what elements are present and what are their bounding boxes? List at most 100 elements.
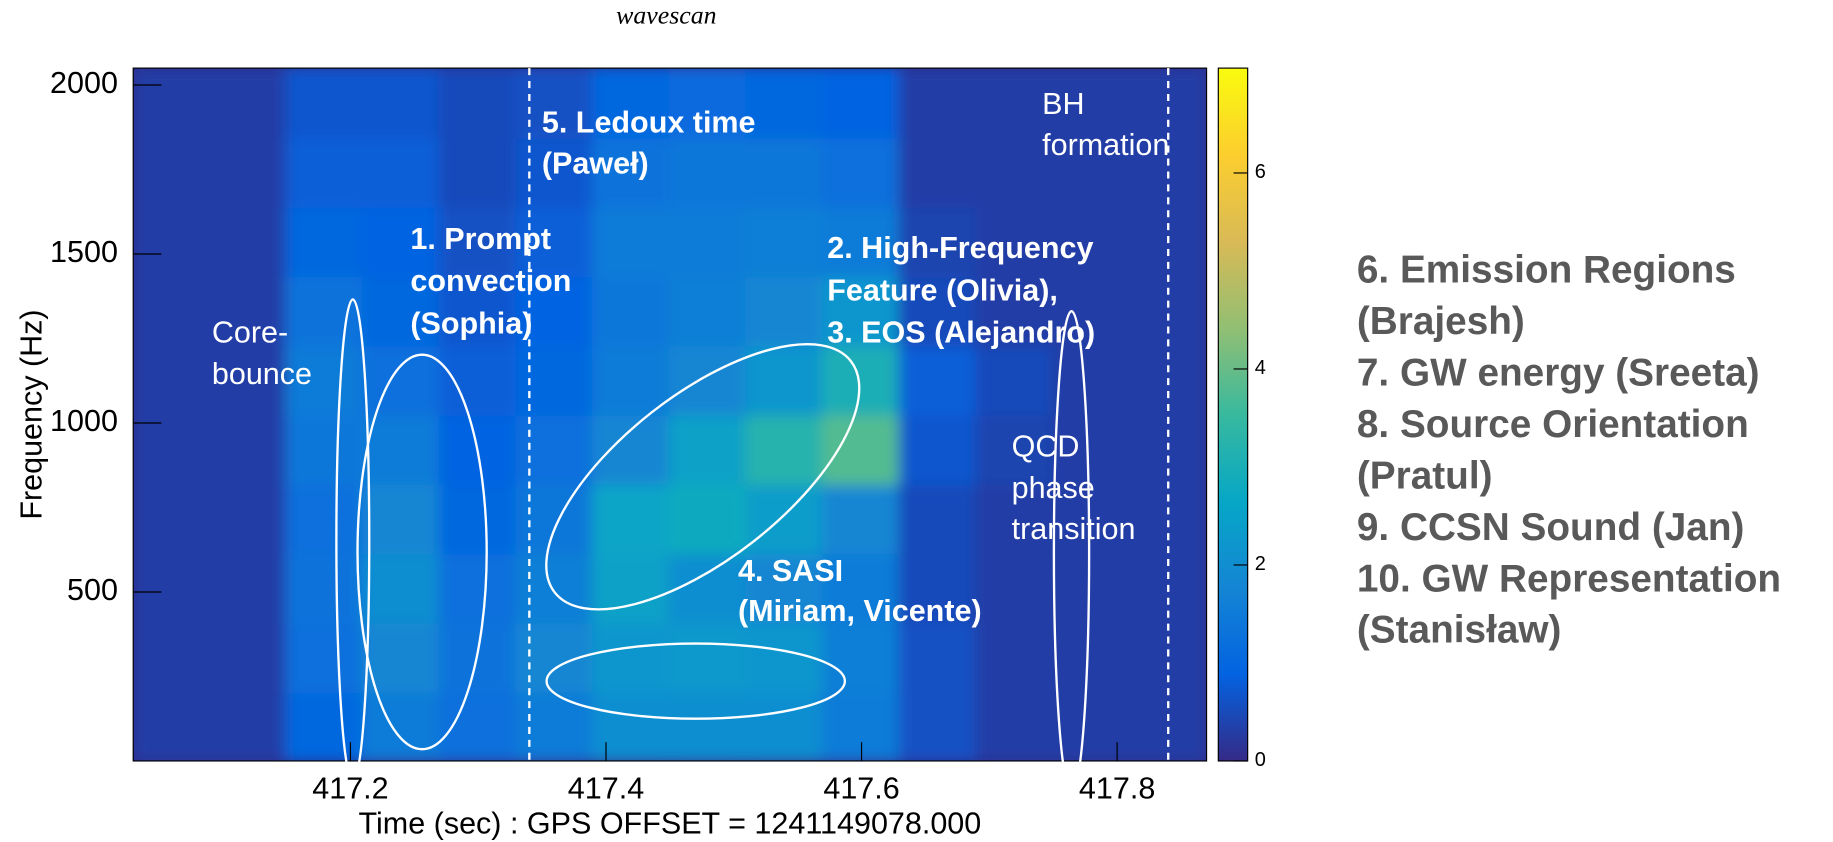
heatmap-cell bbox=[362, 621, 442, 693]
heatmap-cell bbox=[285, 621, 365, 693]
heatmap-cell bbox=[362, 482, 442, 555]
heatmap-cell bbox=[592, 136, 672, 208]
heatmap-cell bbox=[898, 551, 978, 624]
heatmap-cell bbox=[668, 274, 748, 347]
annotation: QCD bbox=[1012, 430, 1080, 464]
y-tick-label: 2000 bbox=[50, 66, 118, 100]
y-axis-label: Frequency (Hz) bbox=[14, 309, 48, 519]
side-note: (Brajesh) bbox=[1357, 300, 1525, 343]
heatmap-cell bbox=[745, 136, 825, 208]
heatmap-cell bbox=[515, 413, 595, 486]
annotation: BH bbox=[1042, 87, 1084, 121]
heatmap-cell bbox=[1128, 274, 1207, 347]
heatmap-cell bbox=[668, 551, 748, 624]
x-tick-label: 417.4 bbox=[568, 771, 644, 805]
plot-frame bbox=[132, 67, 1208, 762]
ellipse bbox=[335, 298, 371, 783]
heatmap-cell bbox=[362, 274, 442, 347]
heatmap-cell bbox=[1052, 551, 1132, 624]
heatmap-cell bbox=[668, 621, 748, 693]
heatmap-cell bbox=[898, 413, 978, 486]
side-note: 8. Source Orientation bbox=[1357, 403, 1749, 446]
annotation: 5. Ledoux time bbox=[542, 106, 756, 140]
heatmap-cell bbox=[208, 551, 288, 624]
heatmap-cell bbox=[822, 621, 902, 693]
y-tick-label: 1000 bbox=[50, 404, 118, 438]
heatmap-cell bbox=[745, 551, 825, 624]
heatmap-cell bbox=[1052, 344, 1132, 416]
heatmap-cell bbox=[592, 482, 672, 555]
heatmap-cell bbox=[438, 551, 518, 624]
heatmap-cell bbox=[668, 482, 748, 555]
heatmap-cell bbox=[592, 621, 672, 693]
heatmap-cell bbox=[975, 344, 1055, 416]
heatmap-cell bbox=[822, 551, 902, 624]
heatmap-cell bbox=[1052, 274, 1132, 347]
heatmap-cell bbox=[668, 136, 748, 208]
heatmap-cell bbox=[515, 344, 595, 416]
heatmap-cell bbox=[438, 68, 518, 139]
heatmap-cell bbox=[362, 413, 442, 486]
heatmap-cell bbox=[745, 344, 825, 416]
heatmap-cell bbox=[438, 621, 518, 693]
heatmap-cell bbox=[898, 690, 978, 761]
heatmap-cell bbox=[285, 344, 365, 416]
heatmap-cell bbox=[208, 621, 288, 693]
x-tick-label: 417.2 bbox=[312, 771, 388, 805]
heatmap-cell bbox=[438, 274, 518, 347]
ellipse bbox=[545, 642, 847, 720]
heatmap-cell bbox=[745, 68, 825, 139]
heatmap-cell bbox=[515, 482, 595, 555]
colorbar-tick-label: 2 bbox=[1255, 553, 1266, 575]
heatmap-cell bbox=[208, 68, 288, 139]
heatmap-cell bbox=[285, 205, 365, 278]
heatmap-cell bbox=[362, 205, 442, 278]
heatmap-cell bbox=[133, 482, 212, 555]
heatmap-cell bbox=[745, 413, 825, 486]
heatmap-cell bbox=[975, 274, 1055, 347]
heatmap-cell bbox=[208, 482, 288, 555]
annotation: convection bbox=[410, 264, 571, 298]
heatmap-cell bbox=[898, 68, 978, 139]
heatmap-cell bbox=[898, 621, 978, 693]
heatmap-cell bbox=[745, 482, 825, 555]
y-tick-label: 1500 bbox=[50, 235, 118, 269]
heatmap-cell bbox=[285, 551, 365, 624]
heatmap-cell bbox=[285, 413, 365, 486]
heatmap-cell bbox=[285, 68, 365, 139]
heatmap-cell bbox=[133, 551, 212, 624]
heatmap-cell bbox=[898, 205, 978, 278]
heatmap-cell bbox=[592, 413, 672, 486]
heatmap-cell bbox=[362, 551, 442, 624]
heatmap-cell bbox=[822, 344, 902, 416]
heatmap-cell bbox=[133, 274, 212, 347]
heatmap-cell bbox=[133, 68, 212, 139]
heatmap-cell bbox=[438, 482, 518, 555]
heatmap-cell bbox=[133, 344, 212, 416]
heatmap-cell bbox=[822, 413, 902, 486]
annotation: 3. EOS (Alejandro) bbox=[827, 316, 1095, 350]
heatmap-cell bbox=[745, 205, 825, 278]
y-tick-label: 500 bbox=[67, 573, 118, 607]
heatmap-cell bbox=[208, 205, 288, 278]
heatmap-cell bbox=[208, 413, 288, 486]
heatmap-cell bbox=[438, 344, 518, 416]
heatmap-cell bbox=[745, 690, 825, 761]
heatmap-cell bbox=[975, 621, 1055, 693]
heatmap-cell bbox=[1052, 621, 1132, 693]
heatmap-cell bbox=[975, 205, 1055, 278]
heatmap-cell bbox=[285, 136, 365, 208]
side-note: (Stanisław) bbox=[1357, 609, 1562, 652]
annotation: Feature (Olivia), bbox=[827, 273, 1058, 307]
heatmap-cell bbox=[668, 344, 748, 416]
heatmap-cell bbox=[1052, 413, 1132, 486]
heatmap-cell bbox=[668, 413, 748, 486]
side-note: 6. Emission Regions bbox=[1357, 249, 1736, 292]
heatmap-cell bbox=[438, 136, 518, 208]
heatmap-cell bbox=[898, 482, 978, 555]
ellipse bbox=[356, 353, 488, 751]
x-tick-label: 417.8 bbox=[1079, 771, 1155, 805]
heatmap-cell bbox=[592, 551, 672, 624]
heatmap-cell bbox=[898, 344, 978, 416]
heatmap-cell bbox=[438, 690, 518, 761]
